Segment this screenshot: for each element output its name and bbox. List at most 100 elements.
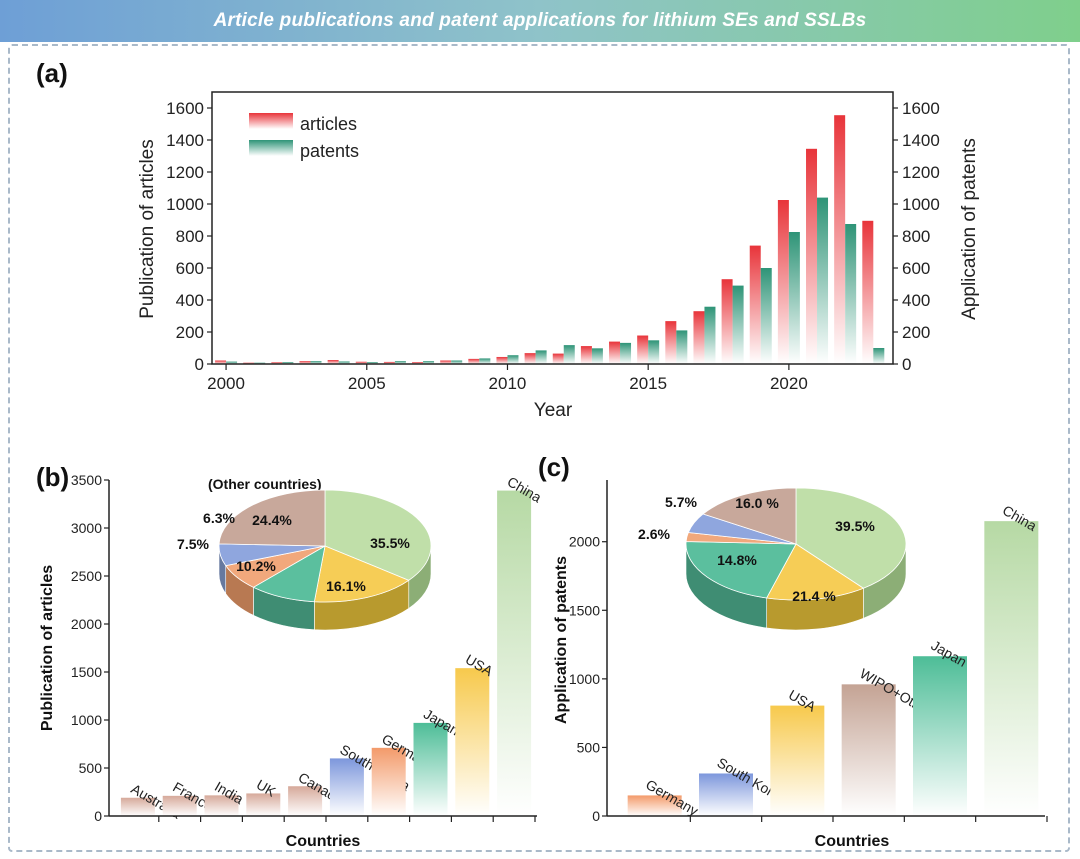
y-tick-label-left: 1600 (166, 99, 204, 118)
y-tick-label-right: 200 (902, 323, 930, 342)
x-tick-label: 2000 (207, 374, 245, 393)
bar-articles-2022 (834, 115, 846, 364)
bar-articles-2003 (299, 361, 311, 364)
y-tick-label-right: 1200 (902, 163, 940, 182)
bar-patents-2006 (394, 361, 406, 364)
bar-patents-2020 (788, 232, 800, 364)
bar-germany (627, 795, 682, 816)
pie-label-0: 39.5% (835, 518, 875, 534)
bar-patents-2013 (591, 348, 603, 364)
y-tick-label-right: 0 (902, 355, 911, 374)
legend-label-articles: articles (300, 114, 357, 134)
y-tick-label-left: 600 (176, 259, 204, 278)
bar-articles-2017 (693, 311, 705, 364)
y-tick-label-right: 1000 (902, 195, 940, 214)
bar-articles-2002 (271, 362, 283, 364)
bar-articles-2012 (552, 353, 564, 364)
pie-slice-0 (324, 489, 432, 581)
pie-slice-2 (685, 541, 797, 599)
y-axis-title: Application of patents (553, 556, 570, 724)
bar-patents-2021 (817, 197, 829, 364)
x-tick-label: 2005 (348, 374, 386, 393)
bar-wipo-other (841, 684, 896, 816)
y-tick-label: 0 (94, 808, 102, 824)
pie-label-5: 24.4% (252, 512, 292, 528)
bar-patents-2019 (760, 268, 772, 364)
y-tick-label: 1000 (569, 671, 600, 687)
panel-a-plot-frame (211, 91, 894, 365)
y-axis-title: Publication of articles (39, 565, 56, 731)
y-tick-label: 2000 (71, 616, 102, 632)
x-axis-title: Countries (286, 833, 361, 850)
y-tick-label: 0 (592, 808, 600, 824)
pie-slice-1 (766, 543, 865, 601)
panel-c-label: (c) (538, 452, 570, 482)
y-tick-label-left: 1000 (166, 195, 204, 214)
y-tick-label-right: 1400 (902, 131, 940, 150)
bar-patents-2007 (423, 361, 435, 364)
pie-slice-0 (795, 487, 907, 589)
bar-patents-2000 (226, 361, 238, 364)
pie-slice-1 (313, 545, 410, 603)
y-tick-label-left: 1400 (166, 131, 204, 150)
bar-canada (288, 786, 323, 816)
x-tick-label: 2015 (629, 374, 667, 393)
bar-china (984, 521, 1039, 816)
bar-articles-2021 (806, 148, 818, 364)
bar-articles-2005 (355, 361, 367, 364)
bar-articles-2018 (721, 279, 733, 364)
bar-uk (246, 793, 281, 816)
legend-swatch-patents (249, 140, 293, 156)
y-axis-title-left: Publication of articles (137, 139, 158, 319)
y-tick-label: 1000 (71, 712, 102, 728)
bar-patents-2012 (563, 345, 575, 364)
legend-label-patents: patents (300, 141, 359, 161)
y-tick-label-left: 1200 (166, 163, 204, 182)
bar-china (497, 490, 532, 816)
bar-articles-2008 (440, 360, 452, 364)
pie-label-3: 7.5% (177, 536, 209, 552)
pie-label-4: 6.3% (203, 510, 235, 526)
bar-articles-2013 (580, 346, 592, 364)
bar-articles-2019 (749, 245, 761, 364)
y-tick-label-left: 400 (176, 291, 204, 310)
bar-articles-2011 (524, 353, 536, 364)
y-tick-label: 1500 (569, 602, 600, 618)
figure-title: Article publications and patent applicat… (213, 10, 867, 31)
bar-patents-2008 (451, 360, 463, 364)
bar-patents-2009 (479, 358, 491, 364)
bar-usa (770, 705, 825, 816)
y-tick-label: 3000 (71, 520, 102, 536)
pie-label-5: 16.0 % (735, 495, 779, 511)
y-axis-title-right: Application of patents (959, 138, 980, 320)
pie-label-1: 16.1% (326, 578, 366, 594)
bar-articles-2016 (665, 321, 677, 364)
y-tick-label-left: 0 (195, 355, 204, 374)
x-axis-title: Countries (815, 833, 890, 850)
y-tick-label: 500 (79, 760, 103, 776)
panel-a-chart: (a) 0 0 200 200 400 400 600 600 800 800 1000 1000 120… (36, 58, 980, 421)
bar-patents-2010 (507, 355, 519, 364)
bar-patents-2005 (366, 362, 378, 364)
pie-label-2: 21.4 % (792, 588, 836, 604)
bar-articles-2020 (777, 200, 789, 364)
y-tick-label: 2500 (71, 568, 102, 584)
legend-swatch-articles (249, 113, 293, 129)
pie-title: (Other countries) (208, 476, 322, 492)
bar-usa (455, 668, 490, 816)
bar-patents-2003 (310, 361, 322, 364)
y-tick-label-right: 400 (902, 291, 930, 310)
bar-articles-2007 (412, 362, 424, 364)
y-tick-label: 500 (577, 739, 601, 755)
figure-frame (8, 44, 1070, 852)
pie-label-2: 10.2% (236, 558, 276, 574)
bar-patents-2002 (282, 362, 294, 364)
x-axis-title: Year (534, 400, 573, 421)
pie-slice-5 (218, 489, 326, 547)
y-tick-label-right: 600 (902, 259, 930, 278)
bar-india (204, 795, 239, 816)
y-tick-label-right: 1600 (902, 99, 940, 118)
bar-south-korea (699, 773, 753, 816)
